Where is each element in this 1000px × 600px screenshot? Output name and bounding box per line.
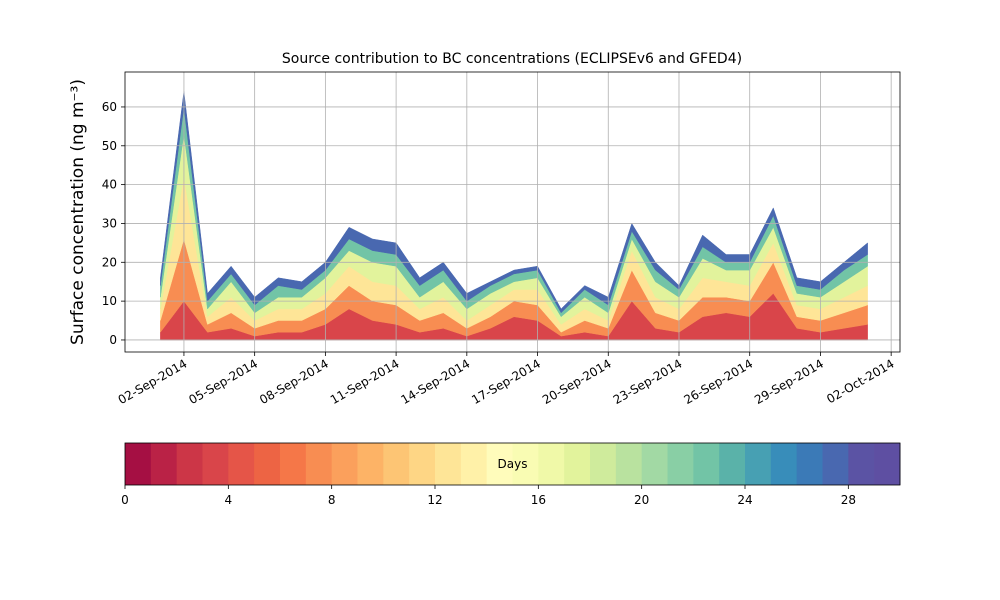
colorbar-swatch bbox=[770, 443, 798, 485]
colorbar-swatch bbox=[409, 443, 436, 485]
colorbar-frame bbox=[124, 442, 901, 486]
colorbar-swatch bbox=[383, 443, 410, 485]
colorbar-swatch bbox=[693, 443, 720, 485]
colorbar-swatch bbox=[357, 443, 384, 485]
colorbar-label: Days bbox=[498, 457, 528, 471]
colorbar-tick-label: 12 bbox=[427, 493, 442, 507]
colorbar-swatch bbox=[228, 443, 255, 485]
colorbar-swatch bbox=[331, 443, 358, 485]
y-axis-label: Surface concentration (ng m⁻³) bbox=[68, 79, 88, 345]
colorbar-tick-label: 28 bbox=[841, 493, 856, 507]
colorbar-swatch bbox=[280, 443, 307, 485]
colorbar-swatch bbox=[796, 443, 823, 485]
colorbar-swatch bbox=[538, 443, 565, 485]
colorbar-swatch bbox=[822, 443, 849, 485]
area-layer bbox=[160, 91, 868, 314]
colorbar-tick-label: 0 bbox=[121, 493, 129, 507]
colorbar-tick-label: 8 bbox=[328, 493, 336, 507]
colorbar-swatch bbox=[202, 443, 229, 485]
colorbar-swatch bbox=[848, 443, 875, 485]
colorbar-swatch bbox=[667, 443, 694, 485]
colorbar-swatch bbox=[719, 443, 746, 485]
colorbar-swatch bbox=[512, 443, 539, 485]
y-tick-label: 60 bbox=[102, 100, 117, 114]
colorbar-swatch bbox=[564, 443, 591, 485]
colorbar-swatch bbox=[486, 443, 513, 485]
plot-frame bbox=[124, 71, 901, 353]
colorbar-tick-label: 16 bbox=[531, 493, 546, 507]
colorbar-swatch bbox=[460, 443, 488, 485]
colorbar-swatch bbox=[745, 443, 772, 485]
colorbar-swatch bbox=[254, 443, 281, 485]
colorbar-swatch bbox=[641, 443, 668, 485]
y-tick-label: 0 bbox=[109, 333, 117, 347]
colorbar-swatch bbox=[435, 443, 462, 485]
y-tick-label: 10 bbox=[102, 294, 117, 308]
chart-title: Source contribution to BC concentrations… bbox=[282, 51, 742, 67]
colorbar-swatch bbox=[874, 443, 901, 485]
colorbar-swatch bbox=[305, 443, 333, 485]
colorbar-tick-label: 4 bbox=[225, 493, 233, 507]
colorbar-swatch bbox=[615, 443, 643, 485]
y-tick-label: 40 bbox=[102, 178, 117, 192]
y-tick-label: 50 bbox=[102, 139, 117, 153]
colorbar-swatch bbox=[125, 443, 152, 485]
colorbar-swatch bbox=[590, 443, 617, 485]
colorbar-tick-label: 20 bbox=[634, 493, 649, 507]
colorbar-swatch bbox=[150, 443, 178, 485]
colorbar-tick-label: 24 bbox=[737, 493, 752, 507]
y-tick-label: 30 bbox=[102, 216, 117, 230]
y-tick-label: 20 bbox=[102, 255, 117, 269]
colorbar-swatch bbox=[176, 443, 203, 485]
